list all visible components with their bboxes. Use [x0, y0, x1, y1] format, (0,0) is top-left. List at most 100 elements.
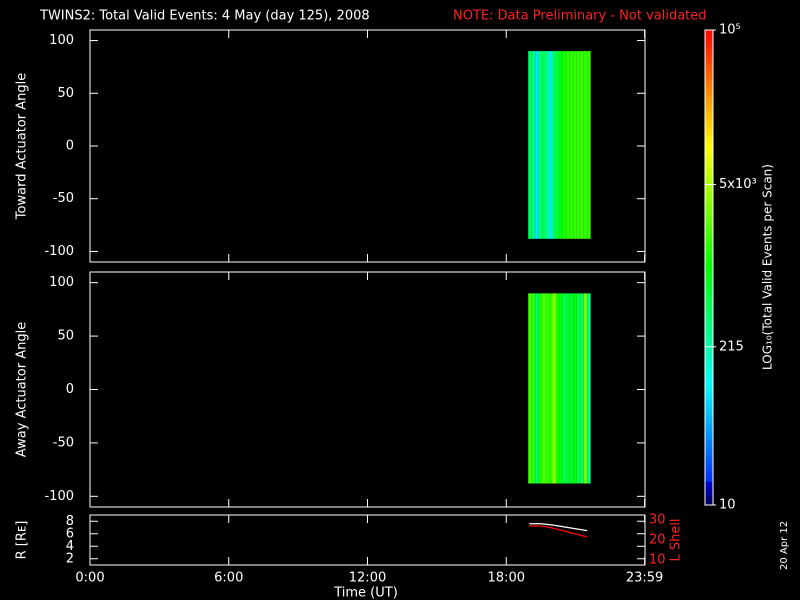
colorbar-step — [705, 338, 713, 344]
heatmap-cell — [555, 51, 560, 239]
colorbar-step — [705, 39, 713, 45]
colorbar-step — [705, 234, 713, 240]
colorbar-step — [705, 476, 713, 482]
colorbar-step — [705, 91, 713, 97]
heatmap-cell — [576, 293, 581, 484]
colorbar-step — [705, 191, 713, 197]
colorbar-step — [705, 367, 713, 373]
colorbar-step — [705, 77, 713, 83]
colorbar-step — [705, 343, 713, 349]
colorbar-step — [705, 243, 713, 249]
colorbar-step — [705, 324, 713, 330]
colorbar-step — [705, 120, 713, 126]
colorbar-step — [705, 452, 713, 458]
colorbar-step — [705, 471, 713, 477]
colorbar-step — [705, 44, 713, 50]
heatmap-cell — [542, 51, 546, 239]
colorbar-step — [705, 201, 713, 207]
colorbar-step — [705, 158, 713, 164]
colorbar-step — [705, 58, 713, 64]
x-tick-label: 23:59 — [626, 571, 663, 586]
heatmap-cell — [587, 293, 591, 484]
y-tick-label: -100 — [44, 244, 74, 259]
colorbar-step — [705, 82, 713, 88]
colorbar-step — [705, 467, 713, 473]
data-line — [529, 525, 588, 538]
heatmap-cell — [559, 51, 563, 239]
colorbar-tick-label: 215 — [719, 339, 744, 354]
heatmap-cell — [538, 293, 543, 484]
colorbar-step — [705, 210, 713, 216]
y-tick-label: -50 — [53, 191, 74, 206]
colorbar-step — [705, 277, 713, 283]
heatmap-cell — [552, 293, 556, 484]
colorbar-step — [705, 253, 713, 259]
colorbar-step — [705, 153, 713, 159]
heatmap-cell — [580, 293, 584, 484]
colorbar-step — [705, 248, 713, 254]
heatmap-cell — [531, 51, 536, 239]
colorbar-step — [705, 87, 713, 93]
colorbar-step — [705, 72, 713, 78]
heatmap-cell — [566, 51, 570, 239]
colorbar-step — [705, 291, 713, 297]
y-axis-label: Toward Actuator Angle — [15, 73, 30, 220]
colorbar-step — [705, 172, 713, 178]
colorbar-step — [705, 110, 713, 116]
colorbar-step — [705, 63, 713, 69]
colorbar-step — [705, 381, 713, 387]
colorbar-step — [705, 106, 713, 112]
heatmap-cell — [583, 293, 588, 484]
data-line — [529, 523, 588, 532]
colorbar-step — [705, 129, 713, 135]
colorbar-step — [705, 362, 713, 368]
heatmap-cell — [580, 51, 584, 239]
y-tick-label: 4 — [66, 539, 74, 554]
colorbar-step — [705, 272, 713, 278]
colorbar-label: LOG₁₀(Total Valid Events per Scan) — [761, 164, 775, 370]
colorbar-step — [705, 500, 713, 506]
colorbar-step — [705, 448, 713, 454]
colorbar-step — [705, 205, 713, 211]
colorbar-step — [705, 177, 713, 183]
colorbar-step — [705, 186, 713, 192]
y2-tick-label: 10 — [649, 553, 666, 568]
x-tick-label: 6:00 — [214, 571, 243, 586]
colorbar-step — [705, 134, 713, 140]
colorbar-step — [705, 348, 713, 354]
heatmap-cell — [528, 293, 532, 484]
colorbar-step — [705, 239, 713, 245]
colorbar-step — [705, 462, 713, 468]
colorbar-step — [705, 395, 713, 401]
colorbar-step — [705, 372, 713, 378]
heatmap-cell — [587, 51, 591, 239]
heatmap-cell — [562, 293, 567, 484]
colorbar-step — [705, 30, 713, 36]
heatmap-cell — [569, 51, 574, 239]
y-tick-label: 0 — [66, 139, 74, 154]
heatmap-cell — [542, 293, 546, 484]
heatmap-cell — [535, 293, 539, 484]
y-tick-label: 100 — [49, 275, 74, 290]
colorbar-step — [705, 486, 713, 492]
colorbar-step — [705, 34, 713, 40]
colorbar-step — [705, 410, 713, 416]
colorbar-step — [705, 300, 713, 306]
colorbar-step — [705, 357, 713, 363]
heatmap-cell — [566, 293, 570, 484]
colorbar-step — [705, 144, 713, 150]
colorbar-step — [705, 196, 713, 202]
y2-tick-label: 20 — [649, 533, 666, 548]
colorbar-step — [705, 457, 713, 463]
colorbar-step — [705, 490, 713, 496]
colorbar-step — [705, 215, 713, 221]
colorbar-step — [705, 414, 713, 420]
heatmap-cell — [545, 51, 550, 239]
x-axis-label: Time (UT) — [333, 586, 398, 600]
colorbar-step — [705, 53, 713, 59]
heatmap-cell — [538, 51, 543, 239]
colorbar-step — [705, 115, 713, 121]
y-tick-label: 50 — [57, 86, 74, 101]
colorbar-step — [705, 229, 713, 235]
